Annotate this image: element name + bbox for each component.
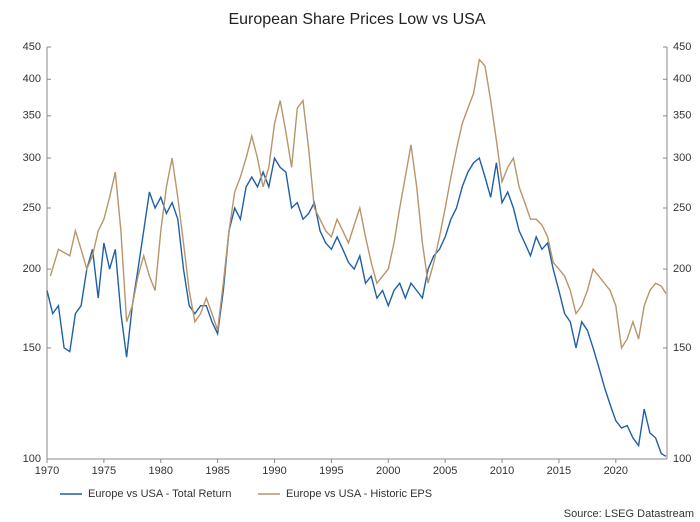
- x-tick-label: 2020: [604, 465, 628, 477]
- y2-tick-label: 350: [673, 110, 691, 122]
- y-tick-label: 400: [23, 73, 41, 85]
- y-tick-label: 100: [23, 453, 41, 465]
- y2-tick-label: 300: [673, 152, 691, 164]
- x-tick-label: 1980: [149, 465, 173, 477]
- legend-label: Europe vs USA - Historic EPS: [286, 488, 432, 500]
- x-tick-label: 1975: [92, 465, 116, 477]
- x-tick-label: 1995: [319, 465, 343, 477]
- x-tick-label: 2015: [547, 465, 571, 477]
- y-tick-label: 150: [23, 342, 41, 354]
- y-tick-label: 450: [23, 41, 41, 53]
- series-line: [46, 156, 667, 457]
- x-tick-label: 2000: [376, 465, 400, 477]
- y-tick-label: 200: [23, 263, 41, 275]
- y2-tick-label: 100: [673, 453, 691, 465]
- series-line: [49, 57, 667, 350]
- y2-tick-label: 200: [673, 263, 691, 275]
- chart-title: European Share Prices Low vs USA: [228, 11, 485, 28]
- legend-label: Europe vs USA - Total Return: [88, 488, 231, 500]
- x-tick-label: 1970: [35, 465, 59, 477]
- x-tick-label: 1990: [262, 465, 286, 477]
- x-tick-label: 1985: [205, 465, 229, 477]
- y2-tick-label: 150: [673, 342, 691, 354]
- x-tick-label: 2005: [433, 465, 457, 477]
- y2-tick-label: 250: [673, 202, 691, 214]
- y-tick-label: 300: [23, 152, 41, 164]
- y-tick-label: 250: [23, 202, 41, 214]
- y2-tick-label: 450: [673, 41, 691, 53]
- source-note: Source: LSEG Datastream: [564, 508, 694, 520]
- y2-tick-label: 400: [673, 73, 691, 85]
- x-tick-label: 2010: [490, 465, 514, 477]
- y-tick-label: 350: [23, 110, 41, 122]
